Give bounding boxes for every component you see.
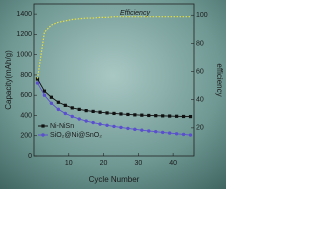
marker — [161, 114, 165, 118]
background — [0, 0, 226, 189]
marker — [181, 114, 186, 119]
series-line — [36, 16, 191, 79]
marker — [56, 100, 60, 104]
marker — [63, 111, 68, 116]
marker — [63, 103, 67, 107]
marker — [42, 93, 47, 97]
marker — [112, 111, 116, 116]
marker — [42, 89, 47, 93]
legend-marker — [41, 124, 45, 128]
marker — [91, 109, 95, 114]
x-tick-label: 10 — [65, 160, 73, 167]
marker — [35, 77, 40, 81]
marker — [56, 107, 61, 112]
legend-label: SiO₂@Ni@SnO₂ — [50, 132, 102, 139]
marker — [112, 124, 116, 129]
y-tick-label: 200 — [20, 133, 32, 140]
marker — [70, 114, 74, 119]
x-tick-label: 20 — [100, 160, 108, 167]
marker — [140, 113, 144, 117]
marker — [126, 126, 130, 131]
y-axis-title: Capacity(mAh/g) — [4, 50, 13, 110]
marker — [105, 111, 109, 115]
marker — [49, 95, 53, 99]
marker — [147, 129, 151, 133]
y2-axis-title: efficiency — [215, 63, 224, 96]
marker — [84, 119, 88, 123]
y-tick-label: 600 — [20, 92, 32, 99]
marker — [168, 114, 172, 118]
y-tick-label: 1400 — [16, 11, 32, 18]
marker — [133, 127, 137, 132]
x-axis-title: Cycle Number — [89, 175, 140, 184]
marker — [181, 132, 186, 137]
marker — [167, 131, 172, 135]
y2-tick-label: 20 — [196, 125, 204, 132]
marker — [119, 125, 123, 130]
legend-label: Ni-NiSn — [50, 123, 74, 130]
y2-tick-label: 80 — [196, 40, 204, 47]
marker — [154, 129, 158, 134]
y2-tick-label: 60 — [196, 68, 204, 75]
marker — [119, 112, 123, 116]
x-tick-label: 30 — [134, 160, 142, 167]
annotation: Efficiency — [120, 10, 150, 17]
legend-marker — [41, 133, 45, 137]
marker — [175, 114, 179, 118]
y-tick-label: 1000 — [16, 52, 32, 59]
marker — [105, 123, 109, 127]
y2-tick-label: 100 — [196, 12, 208, 19]
y-tick-label: 800 — [20, 72, 32, 79]
x-tick-label: 40 — [169, 160, 177, 167]
y-tick-label: 400 — [20, 112, 32, 119]
marker — [77, 107, 81, 111]
marker — [77, 117, 81, 121]
marker — [70, 106, 74, 110]
marker — [98, 122, 102, 126]
y-tick-label: 1200 — [16, 31, 32, 38]
marker — [98, 110, 102, 114]
y2-tick-label: 40 — [196, 97, 204, 104]
chart: Cycle Number Capacity(mAh/g) efficiency … — [0, 0, 226, 189]
page: {"chart_data": {"type": "line", "xlabel"… — [0, 0, 226, 189]
y-tick-label: 0 — [28, 153, 32, 160]
marker — [133, 113, 137, 117]
marker — [188, 114, 193, 119]
marker — [188, 133, 193, 137]
marker — [35, 81, 40, 85]
plot-frame — [33, 3, 195, 157]
marker — [126, 112, 130, 117]
marker — [147, 113, 151, 118]
marker — [49, 101, 54, 106]
marker — [91, 120, 95, 125]
marker — [160, 130, 165, 135]
marker — [140, 128, 144, 132]
marker — [174, 132, 179, 136]
marker — [154, 114, 158, 118]
marker — [84, 109, 88, 113]
